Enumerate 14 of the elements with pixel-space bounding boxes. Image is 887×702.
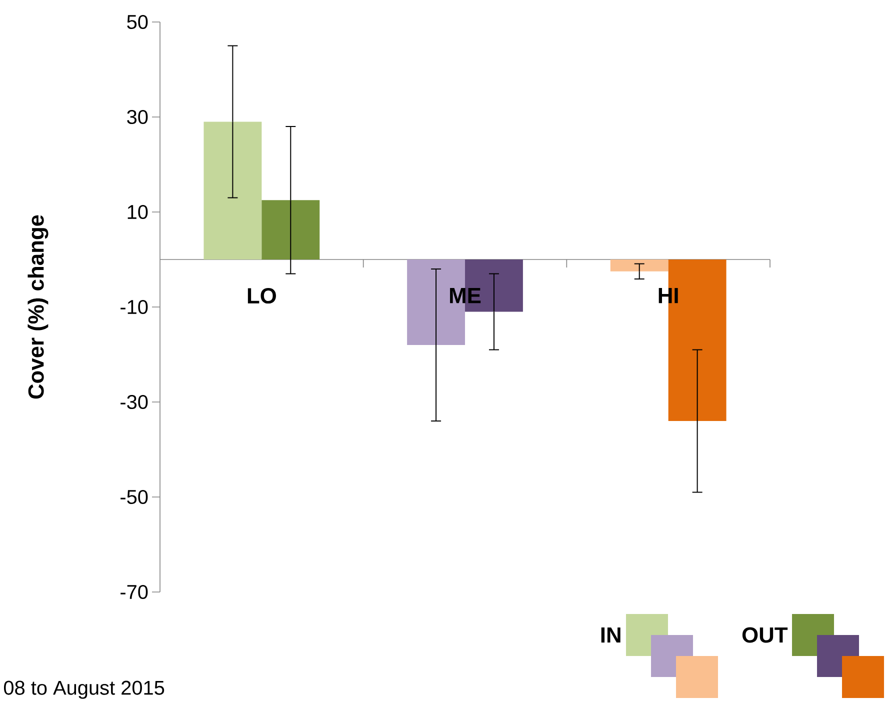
- y-tick-label: -10: [120, 300, 148, 314]
- legend-label: IN: [601, 627, 620, 643]
- y-tick-label: 50: [127, 14, 148, 30]
- bar: [610, 260, 668, 272]
- y-tick-label: -30: [120, 394, 148, 410]
- bar: [262, 200, 320, 260]
- x-tick-label: LO: [248, 288, 276, 304]
- y-tick-label: -70: [120, 584, 148, 600]
- y-tick-label: -50: [120, 490, 148, 504]
- y-tick-label: 10: [128, 204, 148, 220]
- text: 08 to August 2015: [4, 680, 164, 699]
- y-axis-title: Cover (%) change: [28, 215, 48, 399]
- legend-label: OUT: [742, 627, 788, 643]
- y-tick-label: 30: [127, 110, 148, 124]
